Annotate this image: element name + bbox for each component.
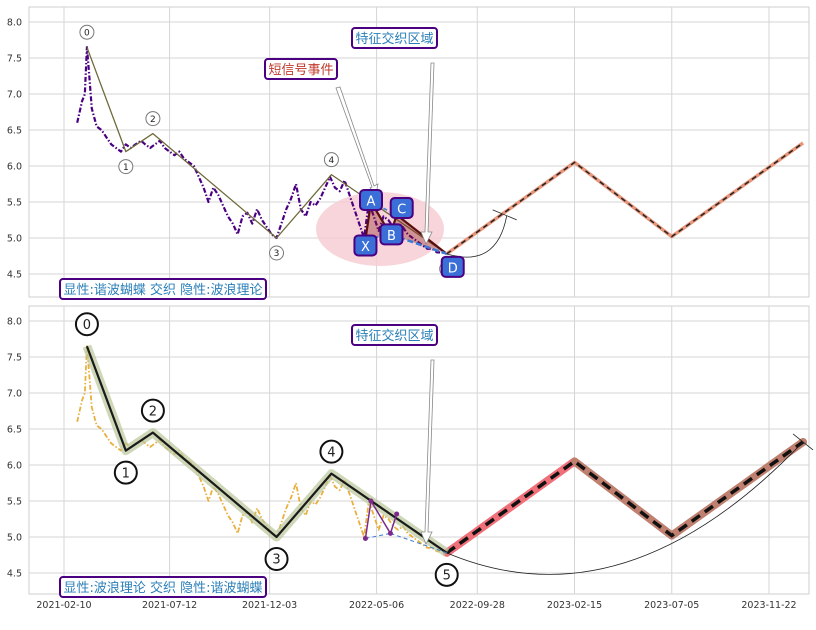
signal-box-label: 短信号事件 (268, 63, 333, 78)
top-grid (29, 7, 809, 297)
feature-arrow-top (420, 62, 435, 245)
wave-label-circle (269, 245, 285, 261)
y-tick-label: 5.5 (7, 497, 22, 508)
bottom-mode-label: 显性:波浪理论 交织 隐性:谐波蝴蝶 (63, 580, 262, 596)
bottom-x-ticks: 2021-02-10 2021-07-12 2021-12-03 2022-05-06… (36, 600, 796, 611)
x-tick-label: 2021-07-12 (142, 600, 197, 611)
wave-label-circle (264, 547, 289, 571)
y-tick-label: 6.5 (7, 425, 22, 436)
signal-box: 短信号事件 (264, 58, 338, 80)
pattern-label-text: A (367, 195, 376, 210)
wave-label-text: 1 (123, 163, 129, 173)
wave-label-text: 3 (272, 553, 280, 568)
projection-line (446, 142, 804, 255)
y-tick-label: 5.5 (7, 198, 22, 209)
feature-box-bottom: 特征交织区域 (351, 324, 438, 346)
y-tick-label: 6.0 (7, 162, 22, 173)
bottom-plot-area (28, 305, 810, 595)
bottom-panel: 4.55.05.56.06.57.07.58.0 2021-02-10 2021-… (7, 305, 814, 611)
bottom-mode-box: 显性:波浪理论 交织 隐性:谐波蝴蝶 (59, 576, 267, 598)
x-tick-label: 2022-05-06 (349, 600, 404, 611)
pattern-label-text: X (361, 240, 370, 255)
top-y-ticks: 4.5 5.0 5.5 6.0 6.5 7.0 7.5 8.0 (7, 18, 22, 281)
pattern-point-bottom (368, 498, 374, 504)
top-mode-label: 显性:谐波蝴蝶 交织 隐性:波浪理论 (63, 282, 262, 298)
pattern-point-bottom (362, 535, 368, 541)
bottom-grid (29, 306, 809, 594)
y-tick-label: 7.5 (7, 54, 22, 65)
feature-box-bottom-label: 特征交织区域 (355, 328, 433, 344)
pattern-point-bottom (394, 511, 400, 517)
x-tick-label: 2023-11-22 (741, 600, 796, 611)
pattern-legs-bottom (364, 498, 398, 539)
y-tick-label: 7.0 (7, 389, 22, 400)
bottom-annotation-arrows (420, 359, 435, 545)
x-tick-label: 2023-02-15 (547, 600, 602, 611)
y-tick-label: 7.5 (7, 353, 22, 364)
pattern-label-box (353, 234, 378, 257)
wave-label-circle (118, 159, 134, 175)
y-tick-label: 4.5 (7, 569, 22, 580)
wave-line (86, 46, 448, 255)
top-wave-lines (86, 46, 448, 255)
pattern-label-box (440, 255, 465, 278)
pattern-label-box (379, 223, 404, 246)
pattern-point-bottom (387, 530, 393, 536)
x-tick-label: 2021-12-03 (242, 600, 297, 611)
wave-label-text: 3 (274, 249, 280, 259)
wave-label-text: 0 (83, 318, 91, 333)
wave-label-circle (113, 460, 138, 485)
y-tick-label: 6.0 (7, 461, 22, 472)
y-tick-label: 5.0 (7, 234, 22, 245)
wave-label-text: 5 (443, 569, 451, 584)
pattern-label-box (389, 196, 414, 219)
wave-line (85, 345, 448, 554)
wave-label-circle (74, 312, 99, 337)
y-tick-label: 6.5 (7, 126, 22, 137)
pattern-bd-bottom (390, 532, 447, 554)
projection-arc-cap-bottom (792, 433, 814, 451)
top-mode-box: 显性:谐波蝴蝶 交织 隐性:波浪理论 (59, 278, 267, 300)
y-tick-label: 8.0 (7, 317, 22, 328)
projection-arc-bottom (446, 441, 804, 575)
pattern-label-text: C (397, 202, 406, 217)
pattern-label-text: D (448, 261, 458, 276)
pattern-label-text: B (387, 229, 396, 244)
wave-label-text: 1 (122, 466, 130, 481)
y-tick-label: 4.5 (7, 270, 22, 281)
wave-label-circle (145, 111, 161, 127)
top-pattern-labels: X A BC D (353, 189, 465, 278)
wave-label-text: 2 (150, 115, 156, 125)
wave-label-text: 2 (149, 404, 157, 419)
y-tick-label: 7.0 (7, 90, 22, 101)
wave-label-circle (434, 562, 459, 587)
y-tick-label: 5.0 (7, 533, 22, 544)
x-tick-label: 2021-02-10 (36, 600, 91, 611)
projection-line-bottom (445, 440, 805, 555)
bottom-y-ticks: 4.5 5.0 5.5 6.0 6.5 7.0 7.5 8.0 (7, 317, 22, 580)
y-tick-label: 8.0 (7, 18, 22, 29)
wave-label-circle (323, 152, 339, 168)
wave-label-text: 4 (327, 445, 335, 460)
bottom-butterfly-pattern (362, 498, 447, 554)
wave-label-text: 4 (329, 156, 335, 166)
wave-label-circle (140, 398, 165, 423)
pattern-xb-bottom (365, 532, 391, 539)
wave-label-circle (79, 24, 95, 40)
pattern-label-box (359, 189, 384, 211)
feature-arrow-bottom (420, 359, 435, 545)
projection-arc-cap (492, 209, 517, 221)
bottom-wave-labels: 0 1 2 3 4 5 (74, 312, 459, 587)
feature-box-top-label: 特征交织区域 (355, 31, 433, 47)
x-tick-label: 2022-09-28 (450, 600, 505, 611)
wave-label-circle (319, 439, 344, 464)
bottom-projection-path (442, 433, 814, 575)
bottom-wave-lines (82, 344, 450, 557)
x-tick-label: 2023-07-05 (644, 600, 699, 611)
wave-label-text: 0 (84, 28, 90, 38)
feature-box-top: 特征交织区域 (351, 27, 438, 49)
